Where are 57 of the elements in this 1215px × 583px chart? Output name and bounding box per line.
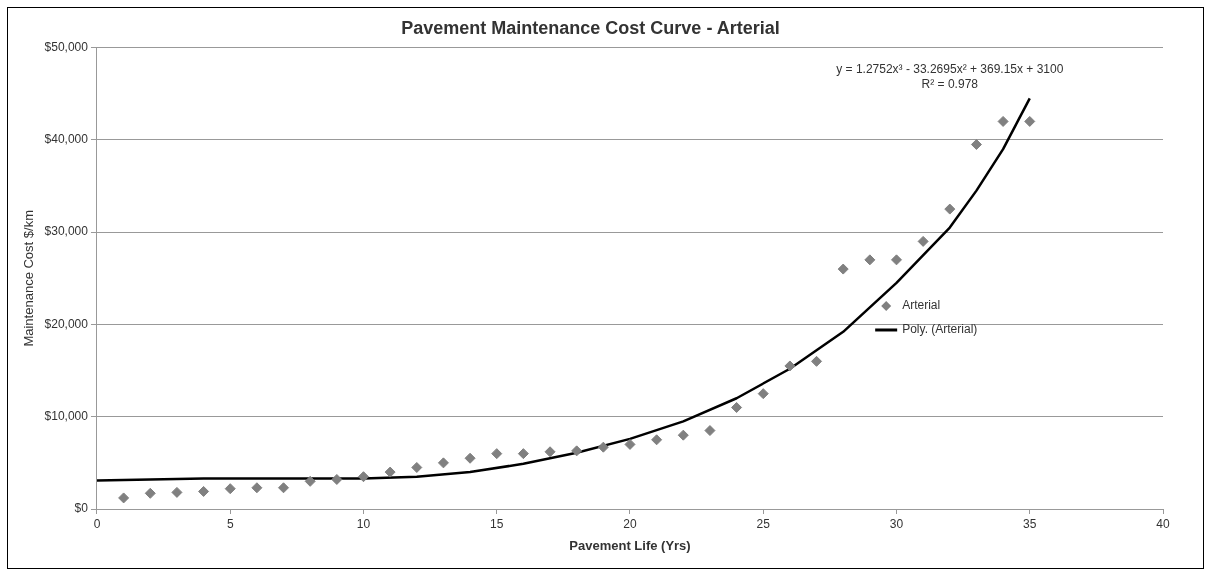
point	[571, 445, 583, 457]
y-tick-label: $0	[74, 501, 89, 516]
point	[517, 448, 529, 460]
annotation: y = 1.2752x³ - 33.2695x² + 369.15x + 3100	[836, 61, 1064, 76]
point	[171, 486, 183, 498]
point	[464, 452, 476, 464]
point	[704, 425, 716, 437]
point	[597, 441, 609, 453]
point	[411, 461, 423, 473]
point	[304, 475, 316, 487]
point	[731, 401, 743, 413]
x-tick-label: 5	[226, 516, 234, 531]
x-tick-label: 25	[756, 516, 771, 531]
point	[544, 446, 556, 458]
point	[997, 115, 1009, 127]
point	[677, 429, 689, 441]
point	[651, 434, 663, 446]
point	[784, 360, 796, 372]
point	[331, 473, 343, 485]
legend-label: Arterial	[902, 298, 941, 313]
y-axis-title: Maintenance Cost $/km	[21, 210, 37, 347]
y-tick-label: $30,000	[44, 224, 89, 239]
annotation: R² = 0.978	[921, 76, 979, 91]
point	[437, 457, 449, 469]
point	[357, 471, 369, 483]
x-tick-label: 10	[356, 516, 371, 531]
x-tick-label: 0	[93, 516, 101, 531]
point	[624, 438, 636, 450]
point	[944, 203, 956, 215]
x-tick-label: 30	[889, 516, 904, 531]
point	[384, 466, 396, 478]
point	[278, 482, 290, 494]
point	[251, 482, 263, 494]
point	[970, 138, 982, 150]
y-tick-label: $10,000	[44, 409, 89, 424]
point	[837, 263, 849, 275]
x-tick-label: 35	[1023, 516, 1037, 531]
y-tick-label: $40,000	[44, 132, 89, 147]
chart-title: Pavement Maintenance Cost Curve - Arterial	[401, 17, 780, 38]
x-tick-label: 20	[623, 516, 637, 531]
point	[1024, 115, 1036, 127]
y-tick-label: $50,000	[44, 39, 89, 54]
point	[118, 492, 130, 504]
x-tick-label: 40	[1156, 516, 1170, 531]
point	[198, 485, 210, 497]
point	[811, 355, 823, 367]
point	[491, 448, 503, 460]
point	[224, 483, 236, 495]
point	[144, 487, 156, 499]
legend-label: Poly. (Arterial)	[902, 322, 978, 337]
point	[757, 388, 769, 400]
x-axis-title: Pavement Life (Yrs)	[569, 537, 691, 553]
point	[890, 254, 902, 266]
y-tick-label: $20,000	[44, 316, 89, 331]
x-tick-label: 15	[490, 516, 504, 531]
point	[864, 254, 876, 266]
point	[917, 235, 929, 247]
